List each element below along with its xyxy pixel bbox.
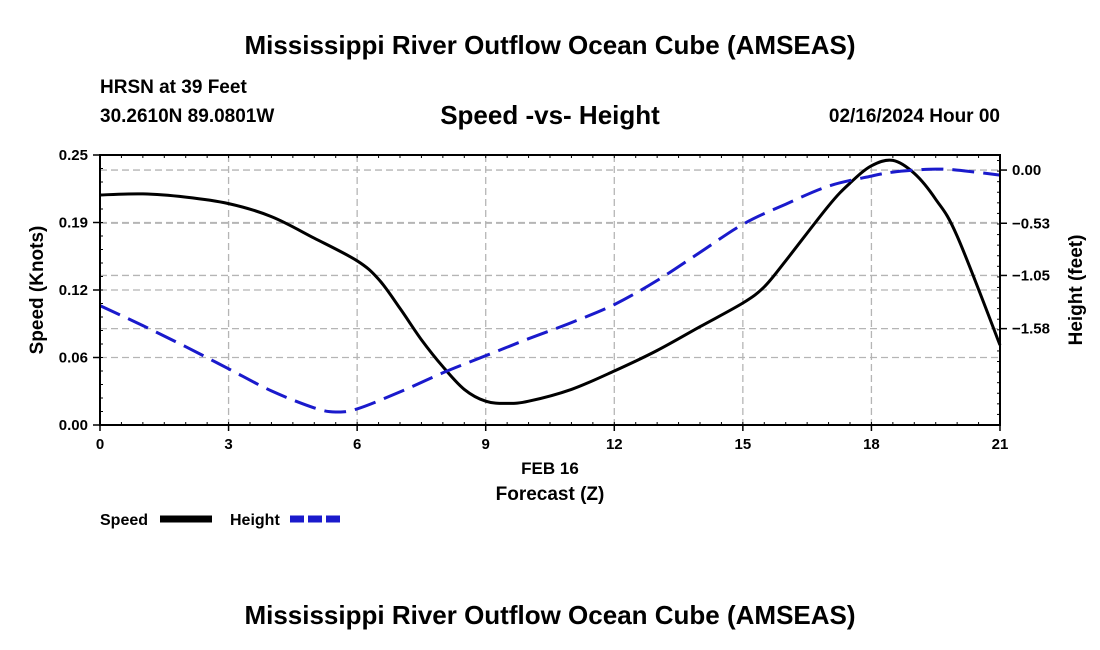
y-right-tick-label: 0.00 — [1012, 162, 1041, 179]
x-tick-label: 6 — [353, 436, 361, 453]
x-axis-label: Forecast (Z) — [496, 484, 605, 505]
speed-series-line — [99, 158, 1002, 405]
y-left-tick-label: 0.06 — [59, 350, 88, 367]
chart-subtitle: Speed -vs- Height — [440, 100, 660, 130]
y-right-tick-label: −0.53 — [1012, 215, 1050, 232]
y-right-tick-label: −1.05 — [1012, 267, 1050, 284]
x-tick-label: 9 — [482, 436, 490, 453]
x-tick-label: 3 — [224, 436, 232, 453]
legend-label-speed: Speed — [100, 512, 148, 529]
x-tick-label: 18 — [863, 436, 880, 453]
axes: 0 3 6 9 12 15 18 21 0.00 0.06 0.12 0.19 0.25 0.00 −0.5… — [59, 147, 1050, 453]
footer-title: Mississippi River Outflow Ocean Cube (AM… — [244, 600, 856, 630]
legend: Speed Height — [100, 512, 342, 529]
y-left-tick-label: 0.25 — [59, 147, 88, 164]
grid — [100, 155, 1000, 425]
y-left-tick-label: 0.12 — [59, 282, 88, 299]
y-left-tick-label: 0.00 — [59, 417, 88, 434]
x-tick-label: 21 — [992, 436, 1009, 453]
main-title: Mississippi River Outflow Ocean Cube (AM… — [244, 30, 856, 60]
y-left-tick-label: 0.19 — [59, 215, 88, 232]
x-tick-label: 0 — [96, 436, 104, 453]
coordinates-label: 30.2610N 89.0801W — [100, 106, 275, 127]
x-tick-label: 12 — [606, 436, 623, 453]
x-tick-label: 15 — [735, 436, 752, 453]
y-left-axis-label: Speed (Knots) — [27, 226, 48, 355]
forecast-datetime: 02/16/2024 Hour 00 — [828, 106, 1000, 127]
x-date-label: FEB 16 — [521, 459, 579, 478]
height-series-line — [99, 167, 1001, 414]
y-right-tick-label: −1.58 — [1012, 321, 1050, 338]
legend-label-height: Height — [230, 512, 280, 529]
series-layer — [99, 158, 1002, 414]
station-label: HRSN at 39 Feet — [100, 77, 247, 98]
y-right-axis-label: Height (feet) — [1066, 235, 1087, 346]
